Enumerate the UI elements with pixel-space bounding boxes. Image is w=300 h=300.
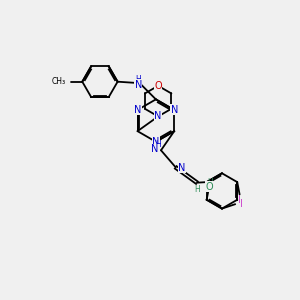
Text: CH₃: CH₃ <box>52 77 66 86</box>
Text: N: N <box>171 105 178 115</box>
Text: N: N <box>152 137 160 147</box>
Text: N: N <box>151 144 158 154</box>
Text: H: H <box>135 75 141 84</box>
Text: N: N <box>134 80 142 90</box>
Text: H: H <box>156 140 161 149</box>
Text: I: I <box>241 199 243 209</box>
Text: N: N <box>178 163 185 173</box>
Text: H: H <box>208 178 213 187</box>
Text: O: O <box>205 182 213 192</box>
Text: N: N <box>134 105 141 115</box>
Text: H: H <box>194 185 200 194</box>
Text: I: I <box>238 195 241 205</box>
Text: O: O <box>154 81 162 91</box>
Text: N: N <box>154 111 162 122</box>
